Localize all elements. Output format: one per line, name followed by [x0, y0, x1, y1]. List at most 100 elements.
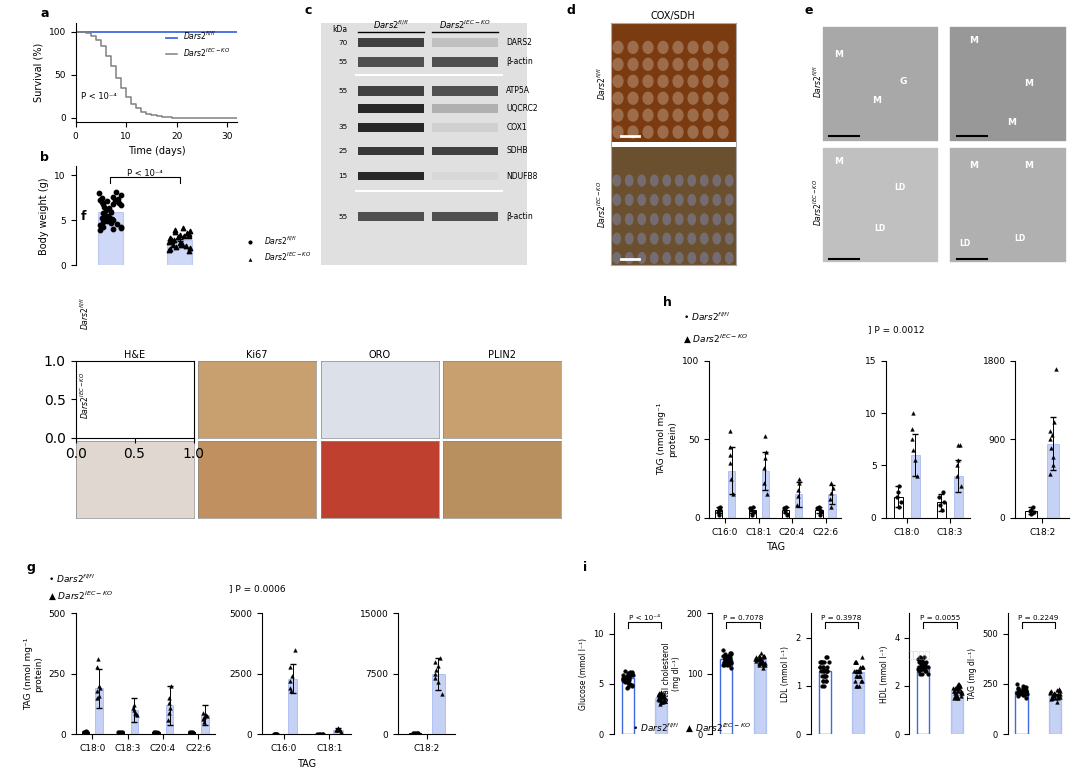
Ellipse shape	[702, 58, 714, 71]
Point	[618, 671, 635, 683]
Point	[818, 670, 835, 683]
Text: 图灵基因: 图灵基因	[907, 649, 931, 659]
Point	[953, 685, 970, 697]
Point	[812, 504, 829, 516]
Text: P = 0.2249: P = 0.2249	[1018, 615, 1058, 621]
Point	[1052, 685, 1069, 697]
Point	[615, 674, 632, 686]
Bar	[287, 679, 297, 734]
Point	[846, 656, 863, 668]
Point	[753, 656, 770, 668]
Y-axis label: HDL (mmol l⁻¹): HDL (mmol l⁻¹)	[879, 645, 889, 703]
Point	[812, 656, 829, 668]
Point	[427, 656, 444, 668]
Point	[146, 727, 163, 739]
Text: COX1: COX1	[507, 123, 527, 131]
Point	[851, 670, 868, 683]
Point	[656, 691, 673, 703]
Point	[721, 655, 739, 667]
Point	[619, 669, 636, 682]
Text: i: i	[583, 561, 588, 574]
Y-axis label: TAG (mg dl⁻¹): TAG (mg dl⁻¹)	[968, 648, 976, 700]
Point	[649, 689, 666, 701]
Point	[890, 501, 907, 513]
Point	[1043, 691, 1061, 703]
Ellipse shape	[717, 41, 729, 54]
Bar	[359, 38, 424, 47]
Point	[309, 728, 326, 741]
Point	[107, 186, 124, 199]
Point	[1023, 504, 1040, 516]
Point	[623, 666, 640, 678]
Point	[428, 664, 445, 676]
Point	[77, 726, 94, 738]
Point	[621, 674, 638, 686]
Ellipse shape	[658, 58, 669, 71]
Text: • $Dars2^{fl/fl}$: • $Dars2^{fl/fl}$	[48, 573, 95, 585]
Text: LD: LD	[1014, 234, 1025, 243]
Ellipse shape	[687, 91, 699, 105]
Point	[623, 666, 640, 679]
Point	[848, 670, 865, 683]
Point	[948, 470, 966, 482]
Point	[819, 651, 836, 663]
Bar	[82, 732, 90, 734]
Point	[933, 503, 950, 516]
Bar	[949, 147, 1067, 263]
Point	[1051, 691, 1068, 703]
Point	[949, 438, 967, 451]
Bar	[359, 172, 424, 180]
Ellipse shape	[687, 213, 697, 225]
Ellipse shape	[637, 213, 646, 225]
Ellipse shape	[658, 75, 669, 88]
Text: a: a	[40, 7, 49, 20]
Point	[1017, 684, 1035, 696]
X-axis label: TAG: TAG	[766, 542, 785, 552]
Bar	[748, 510, 756, 518]
Point	[329, 723, 347, 735]
Point	[194, 713, 212, 725]
Title: Ki67: Ki67	[246, 350, 268, 360]
Point	[1047, 688, 1064, 700]
Point	[95, 201, 112, 213]
Point	[811, 656, 828, 668]
Point	[622, 668, 639, 680]
Ellipse shape	[627, 75, 638, 88]
Ellipse shape	[702, 91, 714, 105]
Point	[813, 656, 831, 668]
Point	[110, 197, 127, 209]
Bar	[795, 495, 802, 518]
Text: M: M	[1024, 79, 1034, 88]
Ellipse shape	[675, 213, 684, 225]
Point	[753, 646, 770, 659]
Point	[754, 655, 771, 667]
Ellipse shape	[687, 233, 697, 244]
Ellipse shape	[687, 75, 699, 88]
Point	[950, 683, 968, 695]
Ellipse shape	[673, 91, 684, 105]
Text: f: f	[81, 210, 86, 223]
Ellipse shape	[700, 252, 708, 264]
Point	[650, 693, 667, 705]
Point	[1010, 682, 1027, 694]
Point	[97, 213, 114, 226]
Point	[286, 643, 303, 656]
Point	[93, 212, 110, 224]
Point	[269, 728, 286, 741]
Point	[1051, 684, 1068, 696]
Point	[715, 659, 732, 671]
Point	[1042, 442, 1059, 455]
Point	[104, 213, 121, 225]
Point	[848, 656, 865, 668]
Bar	[432, 674, 445, 734]
Bar	[949, 26, 1067, 141]
Point	[949, 679, 967, 692]
Point	[815, 656, 833, 668]
Point	[124, 702, 141, 714]
Point	[789, 483, 807, 495]
Bar	[1025, 511, 1037, 518]
Point	[1050, 688, 1067, 700]
Point	[1049, 691, 1066, 703]
Point	[719, 652, 737, 665]
Point	[77, 726, 94, 738]
